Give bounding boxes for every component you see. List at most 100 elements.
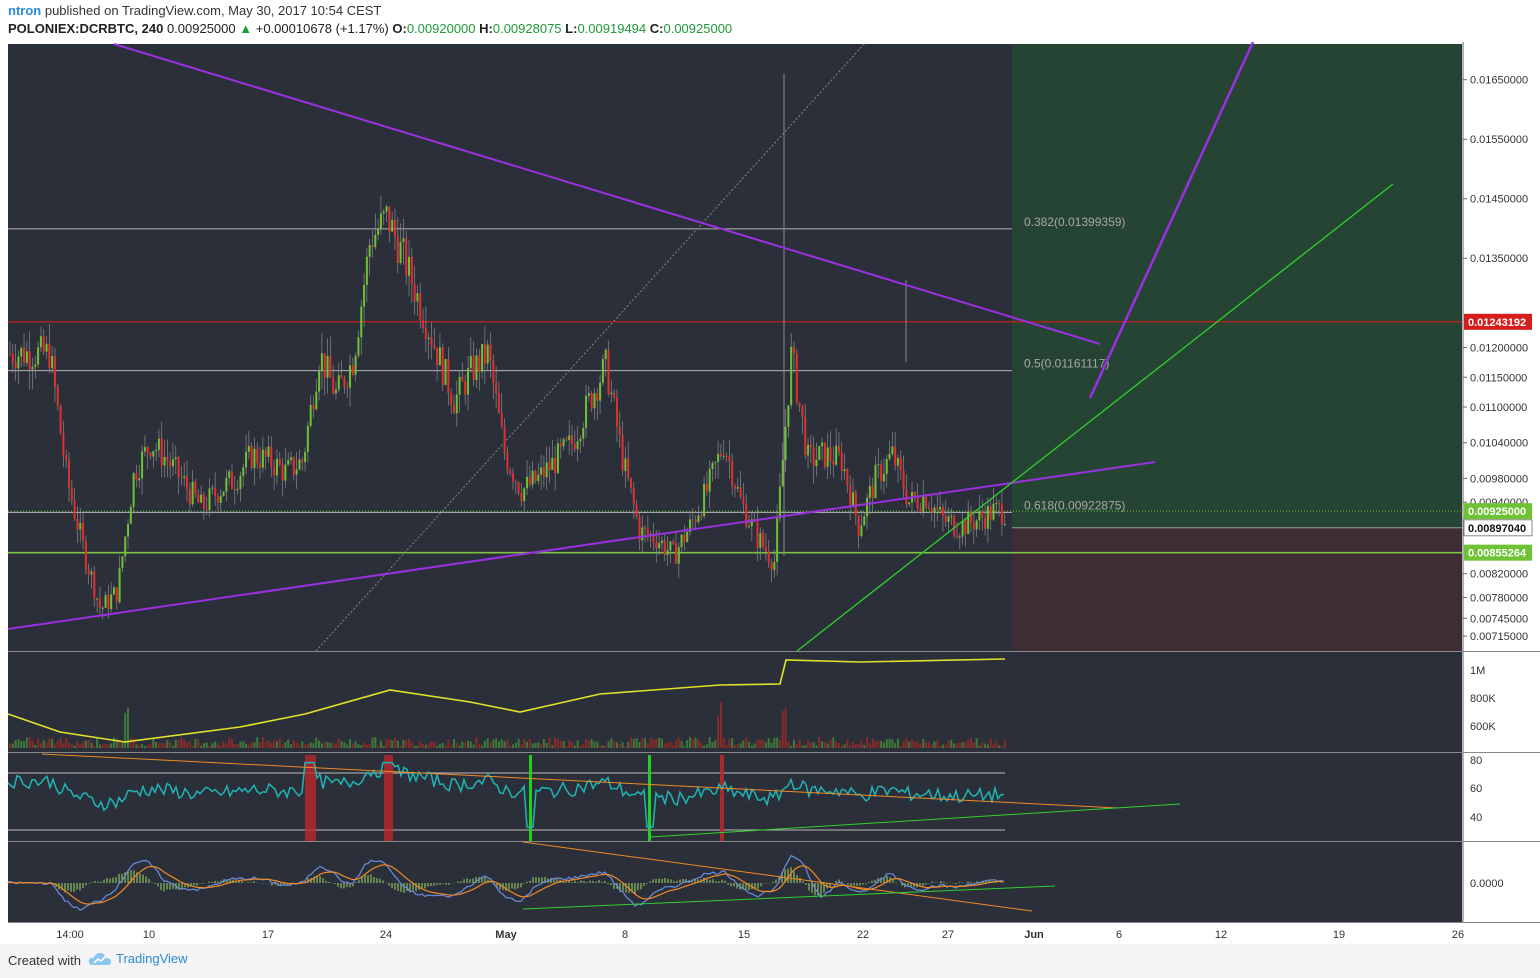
volume-bar	[351, 743, 354, 748]
volume-bar	[365, 744, 368, 748]
candle-body	[964, 520, 967, 534]
volume-bar	[854, 744, 857, 748]
candle-body	[571, 435, 573, 444]
volume-bar	[503, 741, 506, 748]
candle-body	[475, 355, 478, 381]
volume-bar	[961, 742, 964, 748]
candle-body	[815, 459, 818, 467]
candle-body	[374, 234, 377, 248]
ohlc-line: POLONIEX:DCRBTC, 240 0.00925000 ▲ +0.000…	[8, 21, 732, 36]
volume-bar	[461, 741, 464, 748]
candle-body	[992, 503, 995, 520]
candle-body	[379, 213, 382, 230]
volume-bar	[405, 740, 408, 748]
trading-chart[interactable]: 0.382(0.01399359) 0.5(0.01161117) 0.618(0.…	[0, 42, 1540, 944]
candle-body	[666, 550, 669, 555]
candle-body	[565, 439, 568, 441]
volume-bar	[284, 742, 287, 748]
volume-bar	[464, 742, 467, 748]
candle-body	[483, 344, 486, 364]
price-tick-label: 0.01350000	[1470, 253, 1528, 265]
time-tick-label: 8	[622, 929, 628, 941]
candle-body	[632, 487, 635, 505]
candle-body	[455, 394, 458, 414]
candle-body	[62, 433, 65, 456]
last-price: 0.00925000	[166, 21, 236, 36]
volume-bar	[691, 738, 694, 748]
volume-bar	[53, 744, 56, 748]
volume-bar	[764, 742, 767, 748]
time-tick-label: 10	[143, 929, 155, 941]
volume-bar	[110, 743, 113, 748]
candle-body	[537, 474, 540, 482]
volume-bar	[17, 739, 20, 748]
close-label: C:	[649, 21, 664, 36]
candle-body	[587, 393, 590, 396]
candle-body	[984, 517, 987, 529]
volume-bar	[913, 741, 916, 748]
candle-body	[624, 458, 627, 471]
volume-bar	[593, 741, 596, 748]
volume-bar	[337, 738, 340, 748]
candle-body	[37, 347, 40, 365]
candle-body	[905, 489, 908, 505]
volume-bar	[930, 744, 933, 748]
rsi-tick-label: 60	[1470, 783, 1482, 795]
candle-body	[197, 494, 200, 503]
volume-bar	[438, 743, 441, 748]
candle-body	[840, 452, 843, 472]
time-tick-label: 19	[1333, 929, 1345, 941]
created-with-text: Created with	[8, 953, 81, 968]
candle-body	[764, 546, 767, 552]
volume-bar	[481, 745, 484, 748]
candle-body	[868, 486, 871, 498]
candle-body	[776, 518, 779, 562]
volume-bar	[143, 745, 146, 748]
candle-body	[660, 540, 663, 544]
candle-body	[714, 462, 717, 464]
volume-bar	[927, 741, 930, 748]
volume-bar	[835, 740, 838, 748]
volume-bar	[891, 739, 894, 748]
candle-body	[610, 392, 613, 395]
candle-body	[23, 347, 26, 363]
price-label-bg	[1464, 313, 1532, 330]
price-tick-label: 0.01100000	[1470, 402, 1527, 414]
volume-bar	[689, 737, 692, 748]
time-tick-label: 6	[1116, 929, 1122, 941]
candle-body	[104, 594, 107, 608]
candle-body	[767, 551, 770, 563]
volume-bar	[318, 740, 321, 748]
tradingview-link[interactable]: TradingView	[88, 951, 188, 966]
symbol-label[interactable]: POLONIEX:DCRBTC, 240	[8, 21, 164, 36]
candle-body	[860, 525, 863, 536]
candle-body	[334, 389, 337, 394]
volume-bar	[649, 738, 652, 748]
volume-bar	[658, 737, 661, 748]
volume-bar	[919, 743, 922, 748]
candle-body	[495, 382, 498, 394]
price-tick-label: 0.01200000	[1470, 343, 1528, 355]
candle-body	[944, 515, 947, 522]
volume-bar	[880, 740, 883, 748]
candle-body	[579, 438, 582, 442]
candle-body	[582, 428, 585, 439]
candle-body	[169, 461, 172, 467]
candle-body	[804, 417, 807, 456]
candle-body	[14, 362, 17, 369]
volume-bar	[590, 739, 593, 748]
price-label-bg	[1464, 503, 1532, 520]
volume-bar	[399, 745, 402, 748]
candle-body	[351, 365, 354, 375]
candle-body	[447, 358, 450, 394]
candle-body	[56, 386, 59, 407]
candle-body	[593, 393, 596, 409]
volume-bar	[483, 740, 486, 748]
volume-bar	[76, 741, 79, 748]
volume-bar	[42, 740, 45, 748]
candle-body	[202, 494, 205, 509]
candle-body	[576, 441, 579, 450]
publisher-name[interactable]: ntron	[8, 3, 42, 18]
volume-bar	[531, 743, 534, 748]
time-tick-label: 15	[738, 929, 750, 941]
